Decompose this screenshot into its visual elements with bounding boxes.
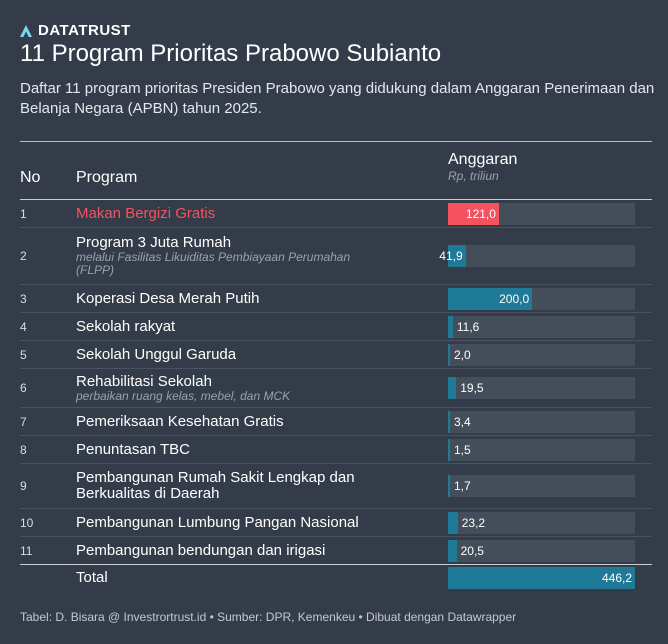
program-name: Koperasi Desa Merah Putih <box>76 289 260 307</box>
total-value: 446,2 <box>601 571 632 585</box>
program-cell: Penuntasan TBC <box>76 440 386 458</box>
budget-bar-track: 23,2 <box>448 511 635 534</box>
budget-bar-track: 19,5 <box>448 377 635 399</box>
program-name: Program 3 Juta Rumah <box>76 234 232 251</box>
program-subtitle: perbaikan ruang kelas, mebel, dan MCK <box>76 388 291 403</box>
total-label: Total <box>76 569 108 586</box>
budget-value-label: 23,2 <box>461 515 486 530</box>
budget-table: No Program Anggaran Rp, triliun 1 121,0 Ma… <box>20 141 652 591</box>
row-number: 7 <box>20 414 27 429</box>
header-budget-unit: Rp, triliun <box>448 169 499 183</box>
table-header: No Program Anggaran Rp, triliun <box>20 142 652 200</box>
table-row: 9 1,7 Pembangunan Rumah Sakit Lengkap dan … <box>20 464 652 509</box>
program-cell: Pembangunan bendungan dan irigasi <box>76 541 386 559</box>
budget-bar <box>448 438 450 461</box>
budget-bar <box>448 343 450 366</box>
logo-triangle-icon <box>20 24 32 37</box>
budget-value-label: 200,0 <box>499 291 530 306</box>
row-number: 9 <box>20 479 27 493</box>
program-subtitle: melalui Fasilitas Likuiditas Pembiayaan … <box>76 250 351 277</box>
brand: DATATRUST <box>20 22 131 39</box>
budget-bar <box>448 287 533 310</box>
budget-bar-track: 41,9 <box>439 245 635 267</box>
budget-value-label: 11,6 <box>456 319 480 334</box>
row-number: 6 <box>20 381 27 395</box>
table-row: 5 2,0 Sekolah Unggul Garuda <box>20 341 652 369</box>
budget-bar-track: 20,5 <box>448 539 635 562</box>
table-row: 8 1,5 Penuntasan TBC <box>20 436 652 464</box>
total-row: Total 446,2 <box>20 565 652 591</box>
program-cell: Sekolah rakyat <box>76 317 386 335</box>
budget-value-label: 121,0 <box>465 206 496 221</box>
program-name: Sekolah rakyat <box>76 317 176 335</box>
budget-bar <box>448 202 499 225</box>
budget-value-label: 3,4 <box>454 414 471 429</box>
program-name: Pembangunan Lumbung Pangan Nasional <box>76 513 359 531</box>
program-name: Pembangunan bendungan dan irigasi <box>76 541 326 559</box>
row-number: 5 <box>20 347 27 362</box>
budget-value-label: 1,5 <box>454 442 471 457</box>
header-program: Program <box>76 169 138 186</box>
table-row: 11 20,5 Pembangunan bendungan dan irigasi <box>20 537 652 565</box>
program-name: Penuntasan TBC <box>76 440 190 458</box>
page-description: Daftar 11 program prioritas Presiden Pra… <box>20 80 655 117</box>
program-name: Pemeriksaan Kesehatan Gratis <box>76 412 284 430</box>
budget-bar <box>448 315 453 338</box>
row-number: 4 <box>20 319 27 334</box>
program-cell: Pembangunan Rumah Sakit Lengkap dan Berk… <box>76 470 386 502</box>
table-body: 1 121,0 Makan Bergizi Gratis 2 41,9 Program 3… <box>20 200 652 565</box>
program-name: Makan Bergizi Gratis <box>76 204 216 222</box>
table-top-rule <box>20 141 652 142</box>
row-number: 8 <box>20 442 27 457</box>
budget-bar <box>448 245 466 267</box>
row-number: 1 <box>20 206 27 221</box>
program-cell: Koperasi Desa Merah Putih <box>76 289 386 307</box>
budget-bar-track: 1,5 <box>448 438 635 461</box>
row-number: 3 <box>20 291 27 306</box>
budget-bar-track: 121,0 <box>448 202 635 225</box>
table-row: 10 23,2 Pembangunan Lumbung Pangan Nasiona… <box>20 509 652 537</box>
budget-bar <box>448 377 457 399</box>
program-cell: Rehabilitasi Sekolah perbaikan ruang kela… <box>76 372 386 403</box>
program-cell: Program 3 Juta Rumah melalui Fasilitas Li… <box>76 235 386 277</box>
budget-bar-track: 200,0 <box>448 287 635 310</box>
brand-name: DATATRUST <box>38 22 131 39</box>
budget-bar <box>448 511 458 534</box>
budget-bar-track: 11,6 <box>448 315 635 338</box>
header-no: No <box>20 169 41 186</box>
table-row: 4 11,6 Sekolah rakyat <box>20 313 652 341</box>
row-number: 11 <box>20 543 33 558</box>
total-bar: 446,2 <box>448 567 635 589</box>
program-name: Pembangunan Rumah Sakit Lengkap dan Berk… <box>76 469 355 502</box>
budget-value-label: 41,9 <box>439 249 463 263</box>
program-name: Sekolah Unggul Garuda <box>76 345 237 363</box>
budget-value-label: 20,5 <box>460 543 484 558</box>
budget-bar <box>448 410 450 433</box>
row-number: 2 <box>20 249 27 263</box>
program-cell: Pemeriksaan Kesehatan Gratis <box>76 412 386 430</box>
budget-value-label: 19,5 <box>460 381 484 395</box>
budget-bar-track: 1,7 <box>448 475 635 497</box>
header-budget: Anggaran <box>448 151 518 168</box>
budget-bar-track: 2,0 <box>448 343 635 366</box>
program-cell: Makan Bergizi Gratis <box>76 204 386 222</box>
page-title: 11 Program Prioritas Prabowo Subianto <box>20 40 442 67</box>
table-row: 6 19,5 Rehabilitasi Sekolah perbaikan ruang… <box>20 369 652 408</box>
program-name: Rehabilitasi Sekolah <box>76 372 212 390</box>
table-row: 2 41,9 Program 3 Juta Rumah melalui Fasilit… <box>20 228 652 285</box>
table-row: 7 3,4 Pemeriksaan Kesehatan Gratis <box>20 408 652 436</box>
budget-value-label: 1,7 <box>454 479 471 493</box>
table-row: 1 121,0 Makan Bergizi Gratis <box>20 200 652 228</box>
budget-bar <box>448 539 457 562</box>
source-footer: Tabel: D. Bisara @ Investrortrust.id • S… <box>20 610 517 624</box>
table-row: 3 200,0 Koperasi Desa Merah Putih <box>20 285 652 313</box>
program-cell: Pembangunan Lumbung Pangan Nasional <box>76 513 386 531</box>
budget-bar-track: 3,4 <box>448 410 635 433</box>
row-number: 10 <box>20 515 34 530</box>
budget-bar <box>448 475 450 497</box>
budget-value-label: 2,0 <box>454 347 471 362</box>
program-cell: Sekolah Unggul Garuda <box>76 345 386 363</box>
